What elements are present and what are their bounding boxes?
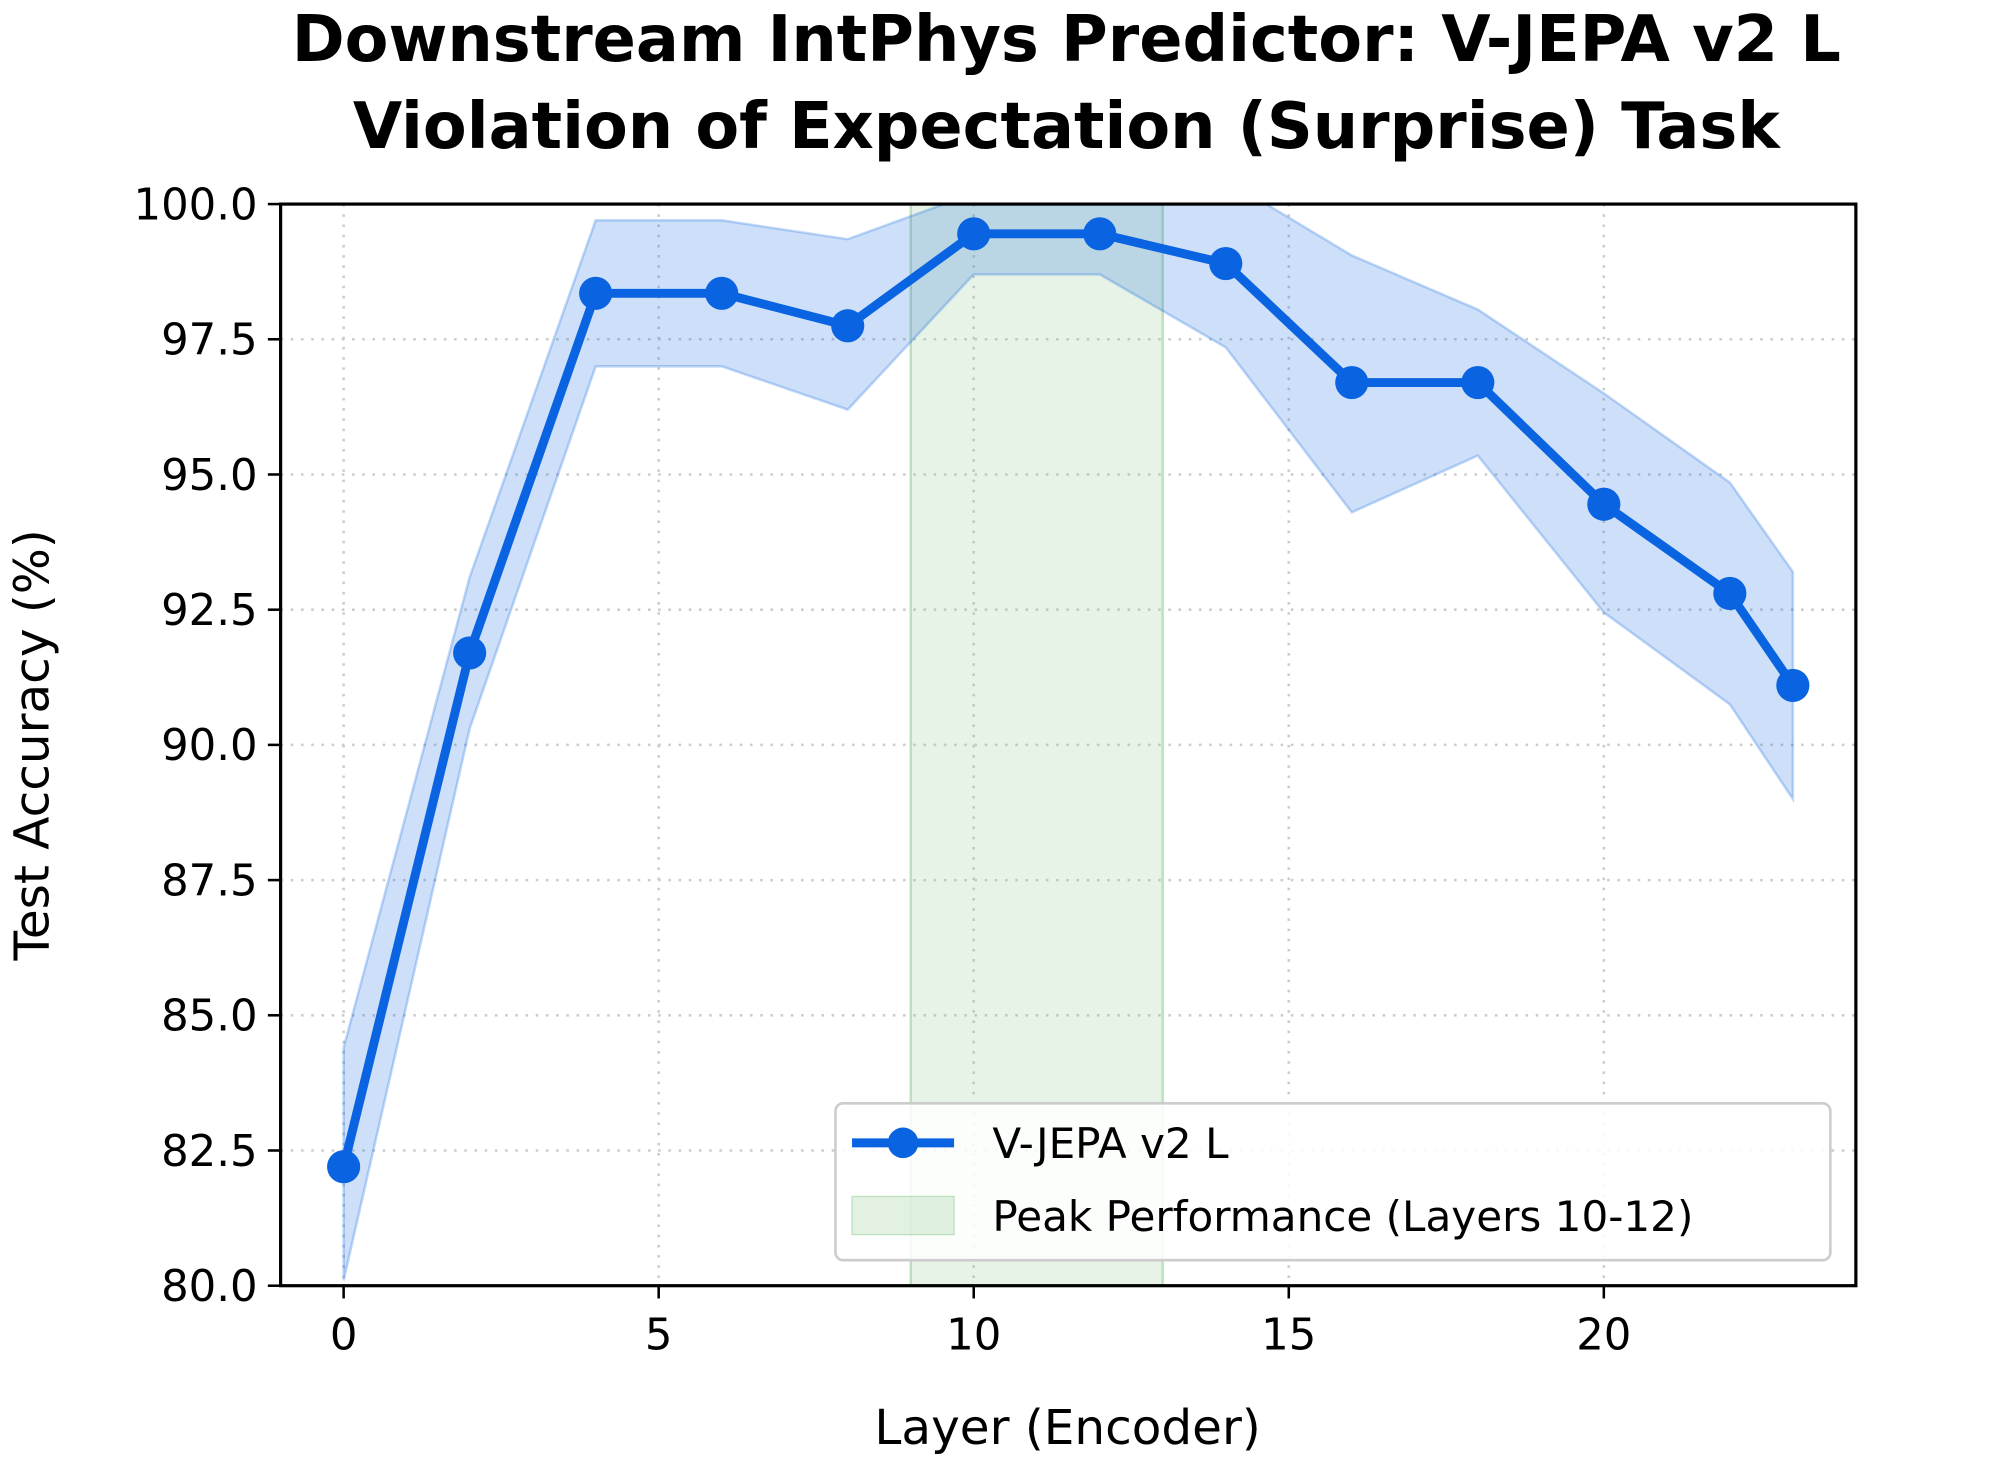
legend-region-swatch — [851, 1195, 955, 1236]
y-tick-label: 90.0 — [161, 721, 258, 771]
chart-title-line-2: Violation of Expectation (Surprise) Task — [353, 90, 1782, 164]
x-tick-label: 0 — [330, 1310, 358, 1360]
x-tick-label: 20 — [1576, 1310, 1631, 1360]
legend-label-region: Peak Performance (Layers 10-12) — [992, 1192, 1693, 1241]
legend-marker-swatch — [887, 1127, 919, 1159]
data-point — [1083, 217, 1117, 251]
chart-title-line-1: Downstream IntPhys Predictor: V-JEPA v2 … — [292, 3, 1841, 77]
data-point — [957, 217, 991, 251]
data-point — [453, 636, 487, 670]
data-point — [1461, 365, 1495, 400]
data-point — [579, 276, 613, 310]
y-tick-label: 80.0 — [161, 1262, 258, 1312]
y-tick-label: 92.5 — [161, 586, 258, 636]
data-point — [1713, 576, 1747, 611]
data-point — [1776, 668, 1810, 702]
data-point — [1335, 365, 1369, 400]
y-tick-label: 87.5 — [161, 856, 258, 906]
x-axis-label: Layer (Encoder) — [874, 1400, 1260, 1456]
y-axis-label: Test Accuracy (%) — [4, 529, 60, 961]
legend-label-series: V-JEPA v2 L — [992, 1119, 1229, 1168]
y-tick-label: 85.0 — [161, 992, 258, 1042]
y-tick-label: 100.0 — [134, 180, 258, 230]
legend: V-JEPA v2 L Peak Performance (Layers 10-… — [834, 1102, 1832, 1262]
x-tick-label: 5 — [645, 1310, 673, 1360]
data-point — [1209, 246, 1243, 281]
x-tick-label: 10 — [946, 1310, 1001, 1360]
data-point — [705, 276, 739, 310]
data-point — [1587, 487, 1621, 521]
y-tick-label: 82.5 — [161, 1127, 258, 1177]
data-point — [327, 1150, 361, 1184]
data-point — [831, 309, 865, 343]
legend-frame — [834, 1102, 1832, 1262]
x-tick-label: 15 — [1261, 1310, 1316, 1360]
y-tick-label: 95.0 — [161, 451, 258, 501]
y-tick-label: 97.5 — [161, 316, 258, 366]
confidence-band — [342, 204, 1795, 1281]
ticks: 0 5 10 15 20 80.0 82.5 85.0 87.5 90.0 92.5 95.0 97.5… — [134, 180, 1632, 1360]
